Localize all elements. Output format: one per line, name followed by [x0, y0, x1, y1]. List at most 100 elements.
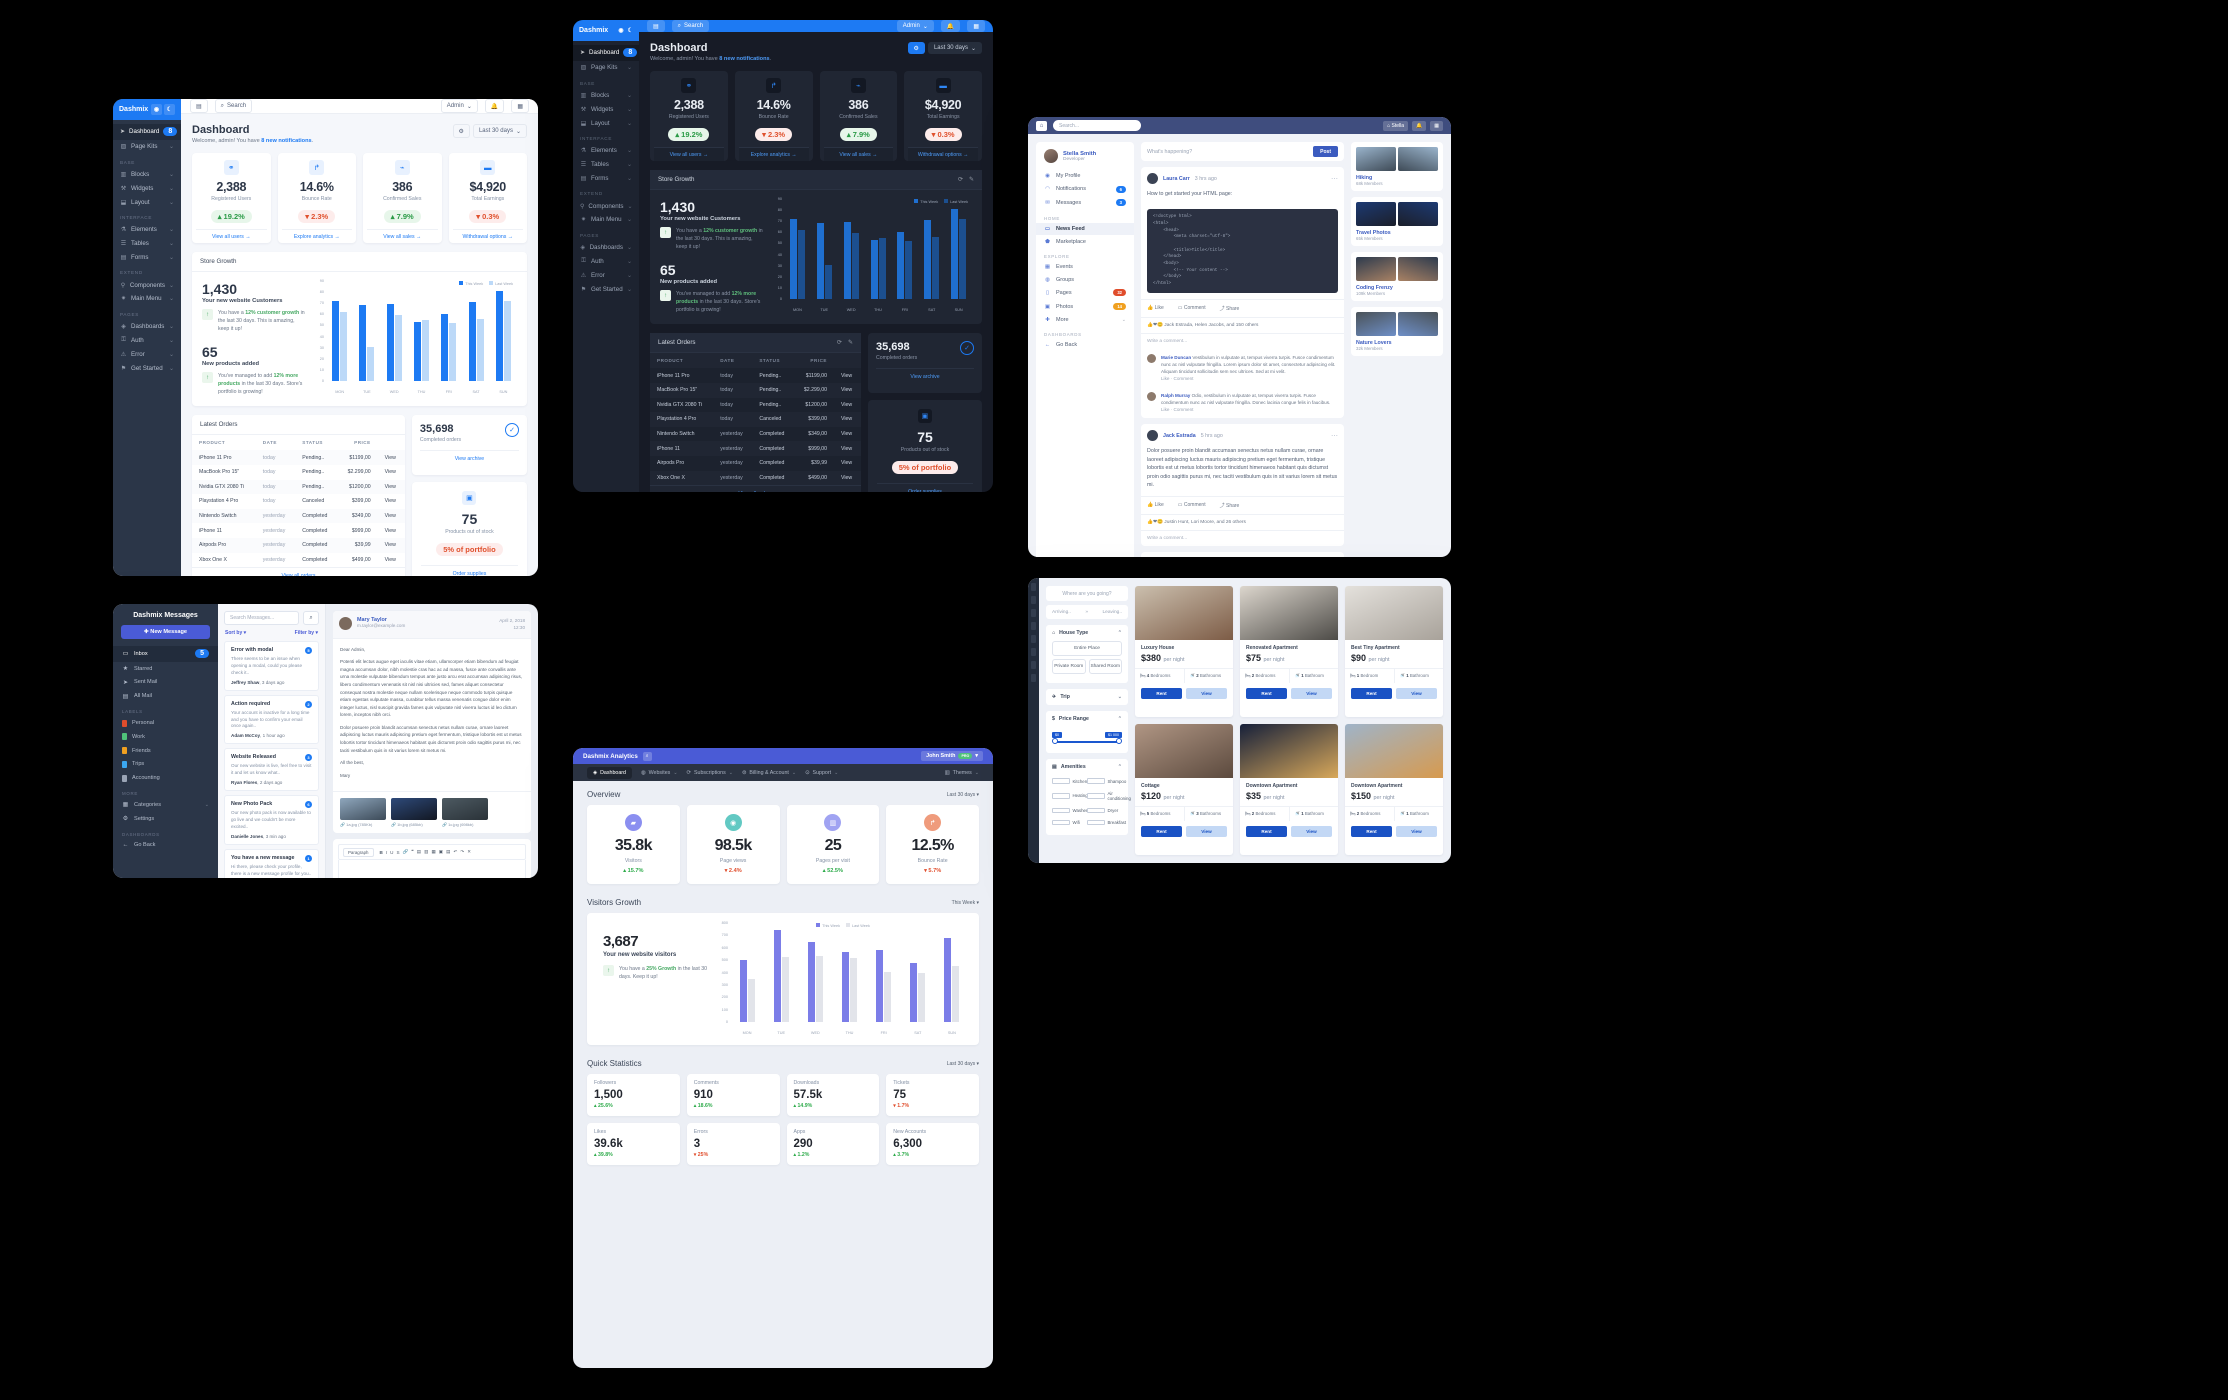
message-list-item[interactable]: New Photo Pack 6 Our new photo pack is now…: [224, 795, 319, 845]
amenity-washer[interactable]: Washer: [1052, 804, 1087, 816]
label-accounting[interactable]: Accounting: [113, 771, 218, 785]
link-icon[interactable]: 🔗: [402, 849, 409, 855]
paragraph-select[interactable]: Paragraph: [343, 847, 374, 857]
bold-icon[interactable]: B: [379, 849, 383, 855]
bell-icon[interactable]: 🔔: [1412, 120, 1427, 131]
user-chip[interactable]: ⌂ Stella: [1383, 120, 1409, 131]
settings-gear-button[interactable]: ⚙: [907, 42, 925, 54]
group-name[interactable]: Hiking: [1356, 175, 1373, 181]
profile-block[interactable]: Stella Smith Developer: [1036, 149, 1134, 170]
cell-view-link[interactable]: View: [384, 556, 396, 563]
sidebar-icon[interactable]: [1031, 596, 1036, 604]
rent-button[interactable]: Rent: [1141, 688, 1182, 699]
action-like[interactable]: 👍 Like: [1147, 501, 1164, 508]
rent-button[interactable]: Rent: [1351, 688, 1392, 699]
sidebar-item-auth[interactable]: ⚿ Auth ⌄: [573, 255, 639, 269]
comment-author[interactable]: Marie Duncan: [1161, 354, 1192, 360]
label-work[interactable]: Work: [113, 730, 218, 744]
overview-range-dropdown[interactable]: Last 30 days ▾: [946, 791, 979, 798]
sidebar-icon[interactable]: [1031, 583, 1036, 591]
option-shared-room[interactable]: Shared Room: [1088, 659, 1122, 674]
sidebar-item-dashboard[interactable]: ➤ Dashboard 8: [573, 45, 639, 61]
cell-view-link[interactable]: View: [833, 426, 861, 442]
stat-link[interactable]: Withdrawal options →: [908, 147, 978, 161]
stat-link[interactable]: Withdrawal options →: [452, 229, 523, 243]
sidebar-item-dashboards[interactable]: ◈ Dashboards ⌄: [113, 320, 181, 334]
table-row[interactable]: Nintendo Switch yesterday Completed $349,00…: [650, 426, 861, 442]
table-row[interactable]: Airpods Pro yesterday Completed $39,99 View: [650, 455, 861, 471]
comment-author[interactable]: Ralph Murray: [1161, 393, 1191, 399]
slider-handle-max[interactable]: [1116, 738, 1122, 744]
tab-support[interactable]: ⊙ Support ⌄: [805, 770, 838, 776]
view-all-orders-link[interactable]: View all orders: [192, 567, 405, 576]
mail-nav-categories[interactable]: ▦ Categories ⌄: [113, 798, 218, 812]
legend-entry[interactable]: This Week: [914, 199, 938, 204]
view-button[interactable]: View: [1186, 688, 1227, 699]
moon-icon[interactable]: ☾: [627, 28, 633, 34]
table-row[interactable]: MacBook Pro 15" today Pending.. $2.299,00 Vi…: [650, 383, 861, 398]
legend-entry[interactable]: This Week: [816, 923, 840, 928]
cell-view-link[interactable]: View: [377, 479, 405, 495]
view-button[interactable]: View: [1186, 826, 1227, 837]
table-row[interactable]: iPhone 11 yesterday Completed $999,00 View: [192, 523, 405, 538]
sidebar-icon[interactable]: [1031, 661, 1036, 669]
legend-entry[interactable]: Last Week: [846, 923, 870, 928]
notifications-button[interactable]: 🔔: [940, 20, 961, 32]
post-author[interactable]: Laura Carr: [1163, 175, 1190, 182]
table-row[interactable]: Nvidia GTX 2080 Ti today Pending.. $1200,00…: [650, 397, 861, 413]
sidebar-item-forms[interactable]: ▤ Forms ⌄: [113, 250, 181, 264]
tab-websites[interactable]: ◍ Websites ⌄: [641, 770, 678, 776]
sidebar-item-dashboard[interactable]: ➤ Dashboard 8: [113, 124, 181, 140]
stat-link[interactable]: View all sales →: [823, 147, 894, 161]
listing-card[interactable]: Renovated Apartment $75 per night 🛏 2 Bedr…: [1240, 586, 1338, 717]
search-button[interactable]: ⌕ Search: [671, 20, 710, 32]
image-icon[interactable]: ▣: [438, 849, 444, 855]
table-row[interactable]: Nintendo Switch yesterday Completed $349,00…: [192, 508, 405, 524]
date-range-input[interactable]: Arriving.. » Leaving..: [1046, 605, 1128, 619]
attachment[interactable]: 🔗 1c.jpg (698kb): [442, 798, 488, 827]
cell-view-link[interactable]: View: [833, 397, 861, 413]
amenity-kitchen[interactable]: Kitchen: [1052, 775, 1087, 787]
post-author[interactable]: Jack Estrada: [1163, 432, 1196, 439]
app-logo-icon[interactable]: ⌂: [1036, 120, 1047, 131]
sidebar-item-widgets[interactable]: ⚒ Widgets ⌄: [573, 102, 639, 116]
cell-view-link[interactable]: View: [840, 387, 853, 394]
quote-icon[interactable]: ❝: [411, 849, 414, 855]
edit-icon[interactable]: ✎: [847, 340, 853, 347]
quick-range-dropdown[interactable]: Last 30 days ▾: [946, 1060, 979, 1067]
stat-link[interactable]: View all sales →: [367, 229, 438, 243]
attachment[interactable]: 🔗 1a.jpg (785Kb): [340, 798, 386, 827]
destination-input[interactable]: Where are you going?: [1046, 586, 1128, 601]
view-button[interactable]: View: [1396, 688, 1437, 699]
cell-view-link[interactable]: View: [377, 537, 405, 553]
table-row[interactable]: Xbox One X yesterday Completed $499,00 View: [650, 471, 861, 486]
sidebar-brand[interactable]: Dashmix ◉ ☾: [113, 99, 181, 120]
themes-dropdown[interactable]: ▥ Themes ⌄: [945, 770, 979, 776]
cell-view-link[interactable]: View: [377, 450, 405, 465]
sidebar-item-get-started[interactable]: ⚑ Get Started ⌄: [113, 361, 181, 375]
notifications-link[interactable]: 8 new notifications: [719, 56, 770, 62]
cell-view-link[interactable]: View: [833, 368, 861, 383]
social-nav-notifications[interactable]: ◠ Notifications 6: [1036, 183, 1134, 197]
sidebar-icon[interactable]: [1031, 622, 1036, 630]
underline-icon[interactable]: U: [390, 849, 394, 855]
amenity-heating[interactable]: Heating: [1052, 787, 1088, 804]
stat-link[interactable]: View all users →: [654, 147, 724, 161]
sidebar-item-get-started[interactable]: ⚑ Get Started ⌄: [573, 282, 639, 296]
filter-by-dropdown[interactable]: Filter by ▾: [294, 630, 318, 636]
view-button[interactable]: View: [1291, 826, 1332, 837]
comment-input[interactable]: Write a comment...: [1141, 529, 1344, 546]
account-menu[interactable]: Admin ⌄: [440, 99, 478, 113]
group-name[interactable]: Nature Lovers: [1356, 340, 1392, 346]
comment-meta[interactable]: Like · Comment: [1161, 376, 1194, 382]
amenity-breakfast[interactable]: Breakfast: [1087, 817, 1126, 829]
label-friends[interactable]: Friends: [113, 744, 218, 758]
slider-handle-min[interactable]: [1052, 738, 1058, 744]
mail-nav-all-mail[interactable]: ▤ All Mail: [113, 689, 218, 703]
view-archive-link[interactable]: View archive: [419, 450, 519, 467]
order-supplies-link[interactable]: Order supplies: [420, 565, 518, 576]
sidebar-item-auth[interactable]: ⚿ Auth ⌄: [113, 334, 181, 348]
